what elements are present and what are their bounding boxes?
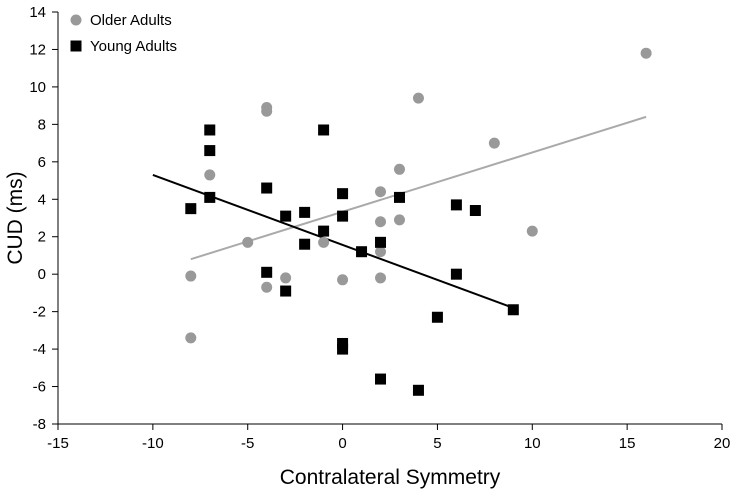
x-tick-label: 10 (524, 435, 541, 452)
young-adults-point (204, 145, 216, 157)
y-tick-label: 2 (38, 229, 46, 246)
legend-label: Young Adults (90, 38, 177, 55)
young-adults-point (204, 124, 216, 136)
young-adults-point (356, 246, 368, 258)
young-adults-point (507, 304, 519, 316)
older-adults-point (280, 272, 292, 284)
young-adults-point (299, 206, 311, 218)
older-adults-point (375, 246, 387, 258)
young-adults-point (375, 373, 387, 385)
older-adults-point (185, 270, 197, 282)
older-adults-point (393, 214, 405, 226)
x-tick-label: 0 (338, 435, 346, 452)
young-adults-point (469, 205, 481, 217)
young-adults-point (261, 182, 273, 194)
young-adults-point (337, 210, 349, 222)
young-adults-point (318, 124, 330, 136)
young-adults-point (393, 191, 405, 203)
older-adults-point (488, 137, 500, 149)
older-adults-point (640, 47, 652, 59)
x-tick-label: -10 (142, 435, 164, 452)
y-ticks: -8 -6 -4 -2 0 2 4 6 8 10 12 14 (29, 4, 58, 433)
older-adults-point (204, 169, 216, 181)
young-adults-point (204, 191, 216, 203)
x-tick-label: -5 (241, 435, 254, 452)
y-tick-label: 8 (38, 116, 46, 133)
young-adults-point (412, 384, 424, 396)
x-tick-label: 5 (433, 435, 441, 452)
older-adults-point (261, 105, 273, 117)
x-ticks: -15 -10 -5 0 5 10 15 20 (47, 424, 730, 452)
x-tick-label: 15 (619, 435, 636, 452)
y-tick-label: 12 (29, 41, 46, 58)
y-tick-label: 4 (38, 191, 46, 208)
older-adults-point (375, 186, 387, 198)
young-adults-point (261, 266, 273, 278)
young-adults-point (450, 199, 462, 211)
x-axis-title: Contralateral Symmetry (280, 466, 501, 489)
legend: Older Adults Young Adults (70, 12, 177, 55)
older-adults-point (318, 236, 330, 248)
young-adults-point (280, 285, 292, 297)
young-adults-point (337, 337, 349, 349)
trend-line (190, 115, 647, 261)
young-adults-point (450, 268, 462, 280)
legend-label: Older Adults (90, 12, 172, 29)
legend-young-adults-marker (70, 40, 82, 52)
x-tick-label: -15 (47, 435, 69, 452)
young-adults-point (337, 343, 349, 355)
y-tick-label: -4 (33, 341, 46, 358)
axes (57, 12, 722, 425)
y-tick-label: 10 (29, 79, 46, 96)
young-adults-point (337, 188, 349, 200)
older-adults-point (185, 332, 197, 344)
y-tick-label: 6 (38, 154, 46, 171)
older-adults-point (337, 274, 349, 286)
older-adults-point (242, 236, 254, 248)
older-adults-point (393, 163, 405, 175)
young-adults-point (280, 210, 292, 222)
young-adults-point (185, 203, 197, 215)
older-adults-point (261, 281, 273, 293)
x-tick-label: 20 (714, 435, 731, 452)
y-tick-label: -8 (33, 416, 46, 433)
young-adults-point (299, 238, 311, 250)
y-tick-label: -2 (33, 304, 46, 321)
y-axis-title: CUD (ms) (4, 171, 27, 264)
y-tick-label: 14 (29, 4, 46, 21)
y-tick-label: 0 (38, 266, 46, 283)
young-adults-point (375, 236, 387, 248)
series-points (185, 47, 652, 396)
older-adults-point (375, 272, 387, 284)
older-adults-point (375, 216, 387, 228)
trend-lines (152, 115, 647, 309)
young-adults-point (431, 311, 443, 323)
young-adults-point (318, 225, 330, 237)
older-adults-point (526, 225, 538, 237)
legend-older-adults-marker (70, 14, 82, 26)
y-tick-label: -6 (33, 379, 46, 396)
older-adults-point (412, 92, 424, 104)
